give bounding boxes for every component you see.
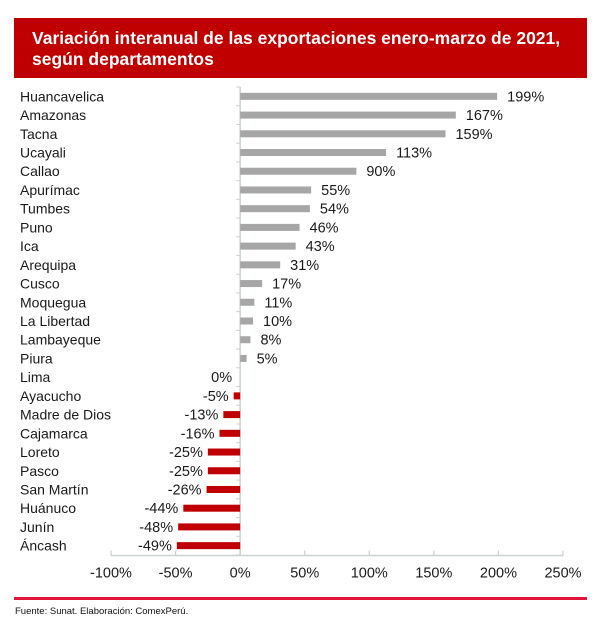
data-label: -5% (203, 389, 229, 405)
footer-divider (14, 597, 587, 600)
category-label: Ica (20, 238, 39, 254)
x-tick-label: 250% (544, 566, 581, 582)
bar (178, 523, 241, 531)
category-label: Tumbes (20, 201, 70, 217)
data-label: 90% (366, 164, 395, 180)
bar (233, 392, 241, 400)
chart-title-banner: Variación interanual de las exportacione… (14, 18, 587, 78)
category-label: Callao (20, 163, 60, 179)
category-label: Pasco (20, 463, 59, 479)
category-label: Piura (20, 350, 53, 366)
data-label: -26% (168, 482, 202, 498)
bar (207, 448, 241, 456)
x-tick-label: 50% (290, 566, 319, 582)
bar (206, 485, 241, 493)
category-label: Huánuco (20, 500, 76, 516)
category-label: Huancavelica (20, 88, 104, 104)
category-label: Áncash (20, 538, 67, 554)
bar (240, 149, 387, 157)
bar (240, 167, 357, 175)
data-label: 55% (321, 183, 350, 199)
category-label: Cajamarca (20, 425, 88, 441)
x-tick-label: 200% (480, 566, 517, 582)
category-label: Madre de Dios (20, 407, 111, 423)
bar (240, 223, 300, 231)
source-note: Fuente: Sunat. Elaboración: ComexPerú. (15, 606, 189, 617)
data-label: 31% (290, 258, 319, 274)
category-label: Moquegua (20, 294, 86, 310)
data-label: 0% (211, 370, 232, 386)
data-label: -16% (181, 426, 215, 442)
x-tick-label: 100% (351, 566, 388, 582)
bar (240, 242, 296, 250)
bar (240, 130, 446, 138)
data-label: 17% (272, 277, 301, 293)
data-label: 113% (396, 146, 432, 162)
category-label: Lima (20, 369, 51, 385)
category-label: Ucayali (20, 145, 66, 161)
bar (240, 354, 247, 362)
data-label: 54% (320, 202, 349, 218)
category-label: San Martín (20, 481, 88, 497)
data-label: 199% (507, 89, 544, 105)
category-label: Junín (20, 519, 54, 535)
bar (207, 467, 241, 475)
data-label: 10% (263, 314, 292, 330)
data-label: -49% (138, 539, 172, 555)
bar (223, 411, 241, 419)
x-tick-label: -100% (90, 566, 132, 582)
bar (219, 429, 241, 437)
data-label: 11% (264, 295, 292, 311)
bar (240, 111, 456, 119)
category-label: Arequipa (20, 257, 76, 273)
bar (240, 92, 498, 100)
data-label: -25% (169, 445, 203, 461)
bar (240, 336, 251, 344)
data-label: -48% (139, 520, 173, 536)
data-label: 46% (310, 220, 339, 236)
bar (240, 186, 312, 194)
category-label: La Libertad (20, 313, 90, 329)
x-tick-label: -50% (159, 566, 193, 582)
x-tick-label: 150% (415, 566, 452, 582)
data-label: 5% (257, 351, 278, 367)
data-label: -25% (169, 464, 203, 480)
category-label: Lambayeque (20, 332, 101, 348)
data-label: 43% (306, 239, 335, 255)
chart-title-line-1: Variación interanual de las exportacione… (32, 28, 561, 48)
category-label: Cusco (20, 276, 60, 292)
category-label: Tacna (20, 126, 58, 142)
x-tick-label: 0% (230, 566, 251, 582)
bar (240, 280, 263, 288)
data-label: 8% (260, 333, 281, 349)
category-label: Puno (20, 219, 53, 235)
category-label: Amazonas (20, 107, 86, 123)
bar (240, 205, 310, 213)
category-label: Apurímac (20, 182, 80, 198)
data-label: 159% (455, 127, 492, 143)
bar (240, 317, 254, 325)
data-label: -13% (184, 408, 218, 424)
bar (176, 542, 241, 550)
data-label: -44% (144, 501, 178, 517)
bar (240, 298, 255, 306)
category-label: Loreto (20, 444, 60, 460)
bar (183, 504, 241, 512)
bar (240, 261, 281, 269)
chart-title-line-2: según departamentos (32, 49, 214, 69)
category-label: Ayacucho (20, 388, 81, 404)
data-label: 167% (466, 108, 503, 124)
